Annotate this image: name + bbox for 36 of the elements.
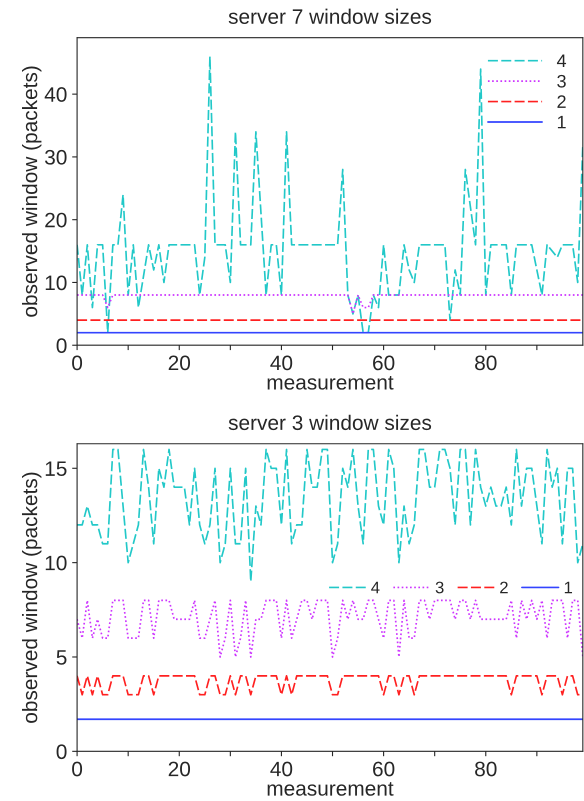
line-series <box>77 600 583 658</box>
legend-label: 4 <box>556 54 566 67</box>
x-tick-label: 0 <box>72 356 82 370</box>
y-tick-label: 40 <box>44 87 67 102</box>
chart-title: server 3 window sizes <box>228 414 432 430</box>
x-tick-label: 20 <box>168 762 190 776</box>
x-axis-title: measurement <box>268 782 394 796</box>
legend-label: 4 <box>371 582 380 594</box>
x-tick-label: 80 <box>475 762 497 776</box>
chart-title: server 7 window sizes <box>228 8 432 24</box>
x-axis-title: measurement <box>268 376 394 390</box>
legend-label: 1 <box>564 582 572 594</box>
legend-label: 3 <box>436 582 444 594</box>
x-tick-label: 80 <box>475 356 497 370</box>
x-tick-label: 0 <box>72 762 82 776</box>
x-tick-label: 60 <box>373 356 394 370</box>
y-tick-label: 5 <box>56 650 66 665</box>
y-axis-title: observed window (packets) <box>22 66 42 317</box>
x-tick-label: 40 <box>270 762 292 776</box>
legend-label: 2 <box>500 582 508 594</box>
y-tick-label: 10 <box>46 556 67 570</box>
y-tick-label: 15 <box>46 462 66 476</box>
legend-label: 3 <box>557 74 566 88</box>
legend-label: 2 <box>557 95 566 108</box>
x-tick-label: 40 <box>270 356 292 370</box>
y-tick-label: 20 <box>45 212 67 228</box>
x-tick-label: 20 <box>168 356 190 370</box>
y-axis-title: observed window (packets) <box>22 472 42 723</box>
y-tick-label: 10 <box>46 275 67 290</box>
legend-label: 1 <box>558 116 566 128</box>
x-tick-label: 60 <box>373 762 394 776</box>
line-series <box>77 56 583 334</box>
line-series <box>77 448 583 582</box>
y-tick-label: 0 <box>56 338 67 353</box>
y-tick-label: 30 <box>44 150 67 165</box>
y-tick-label: 0 <box>56 744 67 760</box>
